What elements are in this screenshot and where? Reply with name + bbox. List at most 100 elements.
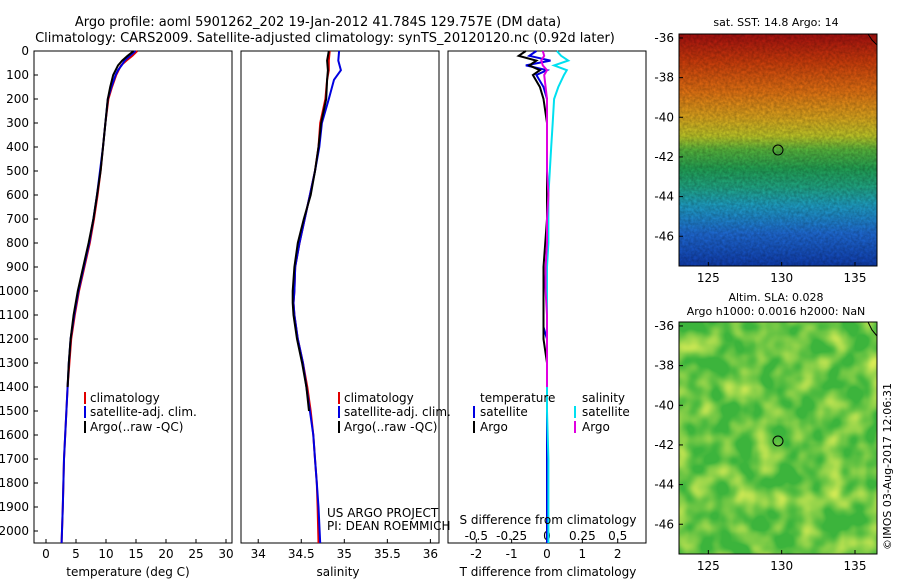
y-tick-label: 100: [6, 68, 29, 82]
x-tick-label: 30: [218, 547, 233, 561]
sla-map-frame: [678, 321, 878, 555]
legend-swatch-climatology: [338, 392, 340, 404]
s-diff-tick-label: 0.5: [608, 529, 627, 543]
lat-tick-label: -46: [654, 229, 674, 243]
x-tick-label: -1: [506, 547, 518, 561]
series-line-argo-raw-qc-: [66, 50, 135, 388]
sla-map-title-line2: Argo h1000: 0.0016 h2000: NaN: [687, 305, 866, 318]
x-tick-label: 20: [158, 547, 173, 561]
legend-label-satellite: satellite-adj. clim.: [90, 405, 197, 419]
y-tick-label: 500: [6, 164, 29, 178]
lon-tick-label: 125: [697, 271, 720, 285]
lat-tick-label: -42: [654, 150, 674, 164]
salinity-panel: 34 34.5 35 35.5 36 salinity climatology sate…: [240, 50, 451, 579]
coastline: [867, 33, 878, 46]
project-name: US ARGO PROJECT: [327, 506, 439, 520]
longitude-axis-ticks: 125 130 135: [697, 262, 867, 285]
difference-panel: -2 -1 0 1 2 -0.5 -0.25 0 0.25 0.5 S difference f…: [447, 50, 647, 579]
legend-label-climatology: climatology: [90, 391, 160, 405]
imos-watermark: ©IMOS 03-Aug-2017 12:06:31: [881, 383, 894, 550]
series-line-satellite-adj-clim-: [292, 50, 342, 544]
y-tick-label: 1200: [0, 332, 29, 346]
temperature-axis-label: temperature (deg C): [66, 565, 189, 579]
legend-swatch-climatology: [84, 392, 86, 404]
longitude-axis-ticks: 125 130 135: [697, 550, 867, 573]
x-tick-label: -2: [470, 547, 482, 561]
y-tick-label: 0: [21, 44, 29, 58]
legend-label-argo: Argo(..raw -QC): [90, 420, 183, 434]
legend-label-s-satellite: satellite: [582, 405, 630, 419]
s-diff-tick-label: -0.5: [465, 529, 488, 543]
y-tick-label: 1300: [0, 356, 29, 370]
x-tick-label: 0: [543, 547, 551, 561]
salinity-axis-label: salinity: [316, 565, 359, 579]
x-tick-label: 1: [579, 547, 587, 561]
legend-swatch-satellite: [84, 406, 86, 418]
legend-swatch-s-satellite: [574, 406, 576, 418]
lon-tick-label: 135: [844, 559, 867, 573]
lat-tick-label: -42: [654, 438, 674, 452]
legend-swatch-argo: [84, 421, 86, 433]
lat-tick-label: -36: [654, 31, 674, 45]
sla-map-texture: [679, 322, 877, 554]
argo-position-marker: [772, 435, 784, 447]
salinity-axis-ticks: 34 34.5 35 35.5 36: [251, 539, 438, 561]
y-tick-label: 1600: [0, 428, 29, 442]
y-tick-label: 1400: [0, 380, 29, 394]
y-tick-label: 1800: [0, 476, 29, 490]
legend-label-t-argo: Argo: [480, 420, 508, 434]
legend-label-satellite: satellite-adj. clim.: [344, 405, 451, 419]
salinity-series: [291, 50, 342, 544]
s-difference-axis-ticks: -0.5 -0.25 0 0.25 0.5: [465, 529, 628, 543]
s-diff-tick-label: -0.25: [496, 529, 527, 543]
x-tick-label: 34.5: [288, 547, 315, 561]
y-tick-label: 600: [6, 188, 29, 202]
coastline: [867, 321, 878, 337]
temperature-panel: 0100200300400500600700800900100011001200…: [0, 44, 234, 579]
legend-header-salinity: salinity: [582, 391, 625, 405]
lon-tick-label: 135: [844, 271, 867, 285]
x-tick-label: 35: [337, 547, 352, 561]
y-tick-label: 700: [6, 212, 29, 226]
lat-tick-label: -38: [654, 71, 674, 85]
series-line-argo-raw-qc-: [291, 50, 330, 412]
sst-map-texture: [679, 34, 877, 266]
legend-label-s-argo: Argo: [582, 420, 610, 434]
temperature-axis-ticks: 0 5 10 15 20 25 30: [42, 539, 234, 561]
legend-header-temperature: temperature: [480, 391, 555, 405]
x-tick-label: 15: [128, 547, 143, 561]
lon-tick-label: 130: [770, 271, 793, 285]
lon-tick-label: 130: [770, 559, 793, 573]
legend-swatch-t-argo: [473, 421, 475, 433]
latitude-axis-ticks: -36 -38 -40 -42 -44 -46: [654, 319, 683, 531]
sla-map-panel: Altim. SLA: 0.028 Argo h1000: 0.0016 h20…: [654, 291, 878, 573]
y-tick-label: 400: [6, 140, 29, 154]
sst-map-title: sat. SST: 14.8 Argo: 14: [713, 16, 838, 29]
x-tick-label: 34: [251, 547, 266, 561]
series-line-s-argo: [540, 50, 550, 387]
temperature-legend: climatology satellite-adj. clim. Argo(..…: [84, 391, 197, 434]
salinity-plot-frame: [240, 50, 440, 544]
figure-title-line2: Climatology: CARS2009. Satellite-adjuste…: [35, 31, 615, 46]
sst-map-frame: [678, 33, 878, 267]
x-tick-label: 35.5: [374, 547, 401, 561]
x-tick-label: 10: [98, 547, 113, 561]
legend-label-argo: Argo(..raw -QC): [344, 420, 437, 434]
figure-title-line1: Argo profile: aoml 5901262_202 19-Jan-20…: [75, 15, 561, 30]
x-tick-label: 2: [614, 547, 622, 561]
s-difference-axis-label: S difference from climatology: [460, 513, 637, 527]
difference-legend: temperature salinity satellite Argo sate…: [473, 391, 630, 434]
latitude-axis-ticks: -36 -38 -40 -42 -44 -46: [654, 31, 683, 243]
temperature-series: [60, 50, 138, 544]
x-tick-label: 25: [188, 547, 203, 561]
salinity-legend: climatology satellite-adj. clim. Argo(..…: [338, 391, 451, 434]
legend-swatch-satellite: [338, 406, 340, 418]
x-tick-label: 5: [72, 547, 80, 561]
y-tick-label: 200: [6, 92, 29, 106]
y-tick-label: 1500: [0, 404, 29, 418]
legend-swatch-t-satellite: [473, 406, 475, 418]
lat-tick-label: -40: [654, 110, 674, 124]
lat-tick-label: -46: [654, 517, 674, 531]
lat-tick-label: -40: [654, 398, 674, 412]
y-tick-label: 900: [6, 260, 29, 274]
